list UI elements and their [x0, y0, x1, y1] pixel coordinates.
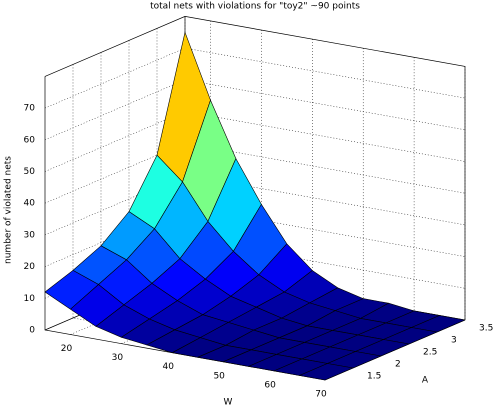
grid-line	[72, 64, 354, 369]
x-axis-label: W	[224, 398, 233, 408]
x-tick-label: 20	[61, 344, 73, 354]
y-tick-label: 2.5	[423, 348, 437, 358]
z-tick-label: 40	[24, 199, 36, 209]
z-tick-label: 20	[24, 262, 36, 272]
x-tick-label: 50	[213, 371, 225, 381]
grid-line	[172, 39, 313, 353]
z-tick-label: 60	[24, 135, 36, 145]
surface-patch	[299, 363, 354, 381]
grid-line	[100, 52, 382, 357]
x-tick-label: 70	[315, 390, 327, 400]
y-tick-label: 1.5	[367, 372, 381, 382]
z-tick-label: 10	[24, 294, 36, 304]
x-tick-label: 30	[112, 353, 124, 363]
z-axis-label: number of violated nets	[4, 156, 14, 264]
grid-line	[128, 40, 410, 345]
y-tick-label: 2	[395, 360, 401, 370]
y-tick-label: 3	[451, 336, 457, 346]
chart-title: total nets with violations for "toy2" ~9…	[150, 2, 360, 12]
grid-line	[324, 66, 466, 381]
z-tick-label: 70	[24, 104, 36, 114]
y-axis-label: A	[422, 376, 429, 386]
grid-line	[223, 48, 364, 363]
grid-line	[121, 30, 262, 344]
z-tick-label: 0	[29, 326, 35, 336]
y-tick-label: 3.5	[479, 324, 493, 334]
grid-line	[44, 79, 466, 141]
grid-line	[274, 57, 415, 372]
grid-line	[44, 111, 466, 172]
x-tick-label: 40	[163, 362, 175, 372]
x-tick-label: 60	[264, 380, 276, 390]
grid-line	[44, 47, 466, 109]
z-tick-label: 30	[24, 230, 36, 240]
z-tick-label: 50	[24, 167, 36, 177]
grid-line	[156, 28, 438, 333]
